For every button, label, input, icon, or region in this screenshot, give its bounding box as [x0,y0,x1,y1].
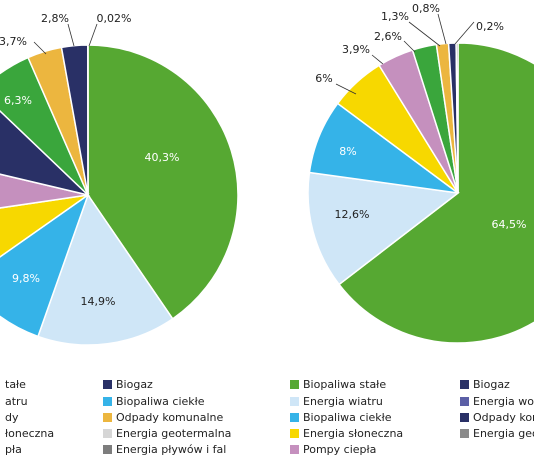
pie1-slice-2 [0,193,90,338]
legend-swatch-6 [290,397,299,406]
pie2-leader-line-8 [454,21,475,45]
legend-swatch-18 [290,445,299,454]
pie2-leader-line-6 [408,21,441,47]
pie1-slice-1 [37,193,174,346]
pie2-slice-0 [338,42,534,344]
legend-swatch-13 [103,429,112,438]
pie2-slice-label-1: 12,6% [335,208,370,221]
legend-swatch-3 [460,380,469,389]
legend-swatch-17 [103,445,112,454]
legend-swatch-10 [290,413,299,422]
pie1-leader-line-8 [67,23,75,47]
legend-label-9: Odpady komunalne [116,411,223,424]
pie2-leader-line-4 [371,54,384,65]
legend-label-4: atru [5,395,28,408]
pie1-slice-5 [0,109,91,197]
pie1-leader-line-7 [33,41,47,55]
legend-label-2: Biopaliwa stałe [303,378,386,391]
pie2-slice-label-6: 1,3% [381,10,409,23]
legend-swatch-5 [103,397,112,406]
pie1-slice-0 [87,44,239,320]
legend-label-6: Energia wiatru [303,395,383,408]
legend-swatch-1 [103,380,112,389]
pie-chart-right: 64,5% 12,6% 8% 6% 3,9% 2,6% 1,3%0,8% 0,2% [307,2,534,344]
pie-chart-left: 40,3% 14,9% 9,8% 6,3% 3,7% 2,8% 0,02% [0,12,239,346]
pie1-slice-label-6: 6,3% [4,94,32,107]
pie1-leader-line-9 [88,23,98,47]
legend-label-16: pła [5,443,22,456]
legend-label-11: Odpady kom [473,411,534,424]
legend-label-15: Energia geot [473,427,534,440]
legend-label-18: Pompy ciepła [303,443,376,456]
legend-swatch-7 [460,397,469,406]
legend-swatch-2 [290,380,299,389]
legend-label-0: tałe [5,378,26,391]
legend: tałe Biogaz Biopaliwa stałe Biogaz atru Biopa… [5,378,534,456]
pie2-slice-1 [307,171,460,286]
pie1-slice-label-8: 2,8% [41,12,69,25]
legend-label-10: Biopaliwa ciekłe [303,411,392,424]
legend-swatch-15 [460,429,469,438]
pie1-slice-3 [0,194,89,258]
legend-label-1: Biogaz [116,378,153,391]
pie1-slice-label-9: 0,02% [97,12,132,25]
pie2-slice-label-4: 3,9% [342,43,370,56]
pie2-leader-line-7 [437,13,447,45]
legend-label-7: Energia wod [473,395,534,408]
pie2-slice-label-5: 2,6% [374,30,402,43]
pie2-leader-line-5 [403,40,416,53]
legend-swatch-11 [460,413,469,422]
legend-label-5: Biopaliwa ciekłe [116,395,205,408]
legend-label-17: Energia pływów i fal [116,443,226,456]
pie2-slice-label-7: 0,8% [412,2,440,15]
legend-swatch-9 [103,413,112,422]
pie1-slice-label-7: 3,7% [0,35,27,48]
legend-label-13: Energia geotermalna [116,427,231,440]
legend-label-14: Energia słoneczna [303,427,403,440]
pie2-slice-label-0: 64,5% [492,218,527,231]
pie1-slice-label-0: 40,3% [145,151,180,164]
legend-label-8: dy [5,411,19,424]
pie2-leader-line-3 [335,83,357,95]
pie1-slice-4 [0,173,89,209]
pie2-slice-label-3: 6% [315,72,332,85]
pie2-slice-label-2: 8% [339,145,356,158]
pie1-slice-label-2: 9,8% [12,272,40,285]
legend-label-3: Biogaz [473,378,510,391]
legend-swatch-14 [290,429,299,438]
pie2-slice-label-8: 0,2% [476,20,504,33]
pie1-slice-label-1: 14,9% [81,295,116,308]
legend-label-12: łoneczna [5,427,54,440]
